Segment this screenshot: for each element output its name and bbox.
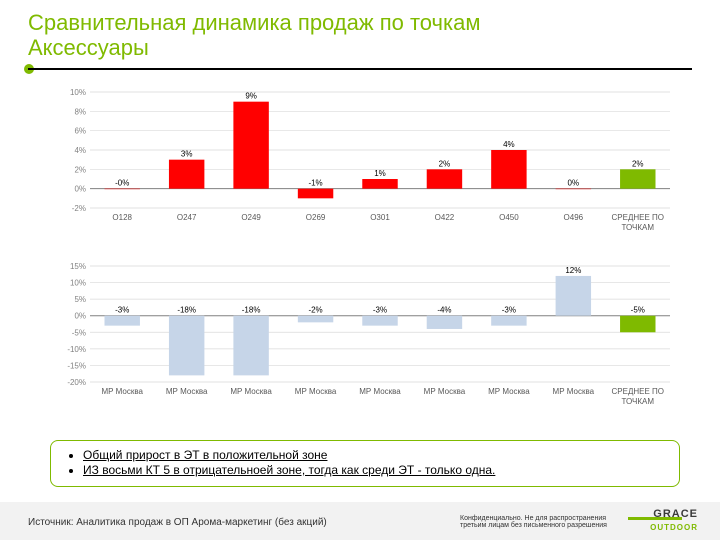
- bar: [620, 169, 655, 188]
- bar: [491, 316, 526, 326]
- svg-text:0%: 0%: [74, 185, 86, 194]
- svg-text:О269: О269: [306, 213, 326, 222]
- svg-text:8%: 8%: [74, 107, 86, 116]
- chart-bottom: -20% -15% -10% -5% 0% 5% 10% 15% -3% МР Москва -18…: [60, 260, 670, 415]
- svg-text:-18%: -18%: [242, 306, 261, 315]
- slide: Сравнительная динамика продаж по точкам …: [0, 0, 720, 540]
- svg-text:МР Москва: МР Москва: [488, 387, 530, 396]
- svg-text:5%: 5%: [74, 295, 86, 304]
- svg-text:-3%: -3%: [373, 306, 387, 315]
- note-item: Общий прирост в ЭТ в положительной зоне: [83, 448, 665, 462]
- svg-text:МР Москва: МР Москва: [101, 387, 143, 396]
- svg-text:6%: 6%: [74, 127, 86, 136]
- svg-text:СРЕДНЕЕ ПОТОЧКАМ: СРЕДНЕЕ ПОТОЧКАМ: [612, 213, 665, 232]
- title-line-1: Сравнительная динамика продаж по точкам: [28, 10, 480, 35]
- logo: GRACE OUTDOOR: [628, 506, 698, 534]
- svg-text:-20%: -20%: [67, 378, 86, 387]
- bar: [491, 150, 526, 189]
- svg-text:10%: 10%: [70, 279, 86, 288]
- svg-text:МР Москва: МР Москва: [230, 387, 272, 396]
- svg-text:О450: О450: [499, 213, 519, 222]
- svg-text:О247: О247: [177, 213, 197, 222]
- svg-text:-5%: -5%: [631, 306, 645, 315]
- svg-text:МР Москва: МР Москва: [424, 387, 466, 396]
- title-underline: [28, 68, 692, 70]
- svg-text:-2%: -2%: [308, 306, 322, 315]
- svg-text:МР Москва: МР Москва: [359, 387, 401, 396]
- bar: [362, 179, 397, 189]
- svg-text:-3%: -3%: [115, 306, 129, 315]
- notes-box: Общий прирост в ЭТ в положительной зоне …: [50, 440, 680, 487]
- logo-text-2: OUTDOOR: [650, 523, 698, 532]
- svg-text:-2%: -2%: [72, 204, 86, 213]
- notes-list: Общий прирост в ЭТ в положительной зоне …: [65, 448, 665, 477]
- bar: [105, 316, 140, 326]
- title-line-2: Аксессуары: [28, 35, 480, 60]
- bar: [362, 316, 397, 326]
- bar: [620, 316, 655, 333]
- svg-text:15%: 15%: [70, 262, 86, 271]
- svg-text:О496: О496: [564, 213, 584, 222]
- svg-text:0%: 0%: [74, 312, 86, 321]
- bar: [427, 169, 462, 188]
- svg-text:МР Москва: МР Москва: [295, 387, 337, 396]
- svg-text:-0%: -0%: [115, 179, 129, 188]
- svg-text:4%: 4%: [74, 146, 86, 155]
- bar: [298, 189, 333, 199]
- bar: [427, 316, 462, 329]
- bar: [105, 189, 140, 190]
- svg-text:3%: 3%: [181, 150, 193, 159]
- chart-top: -2% 0% 2% 4% 6% 8% 10% -0% О128 3% О247 9% О249 -1% О2…: [60, 86, 670, 241]
- svg-text:4%: 4%: [503, 140, 515, 149]
- bar: [233, 316, 268, 376]
- svg-text:2%: 2%: [439, 159, 451, 168]
- svg-text:10%: 10%: [70, 88, 86, 97]
- svg-text:-18%: -18%: [177, 306, 196, 315]
- bar: [298, 316, 333, 323]
- svg-text:2%: 2%: [632, 159, 644, 168]
- note-item: ИЗ восьми КТ 5 в отрицательноей зоне, то…: [83, 463, 665, 477]
- svg-text:МР Москва: МР Москва: [553, 387, 595, 396]
- svg-text:0%: 0%: [568, 179, 580, 188]
- svg-text:-5%: -5%: [72, 328, 86, 337]
- slide-title: Сравнительная динамика продаж по точкам …: [28, 10, 480, 61]
- svg-text:-10%: -10%: [67, 345, 86, 354]
- logo-text-1: GRACE: [653, 508, 698, 520]
- bar: [169, 316, 204, 376]
- svg-text:О249: О249: [241, 213, 261, 222]
- svg-text:МР Москва: МР Москва: [166, 387, 208, 396]
- svg-text:-15%: -15%: [67, 361, 86, 370]
- bar: [556, 189, 591, 190]
- bar: [556, 276, 591, 316]
- svg-text:1%: 1%: [374, 169, 386, 178]
- svg-text:О128: О128: [112, 213, 132, 222]
- svg-text:2%: 2%: [74, 165, 86, 174]
- svg-text:СРЕДНЕЕ ПОТОЧКАМ: СРЕДНЕЕ ПОТОЧКАМ: [612, 387, 665, 406]
- svg-text:О301: О301: [370, 213, 390, 222]
- svg-text:-3%: -3%: [502, 306, 516, 315]
- svg-text:12%: 12%: [565, 266, 581, 275]
- svg-text:О422: О422: [435, 213, 455, 222]
- bar: [233, 102, 268, 189]
- bar: [169, 160, 204, 189]
- svg-text:9%: 9%: [245, 92, 257, 101]
- confidential-text: Конфиденциально. Не для распространения …: [460, 515, 610, 530]
- source-text: Источник: Аналитика продаж в ОП Арома-ма…: [28, 517, 327, 528]
- svg-text:-4%: -4%: [437, 306, 451, 315]
- svg-text:-1%: -1%: [308, 179, 322, 188]
